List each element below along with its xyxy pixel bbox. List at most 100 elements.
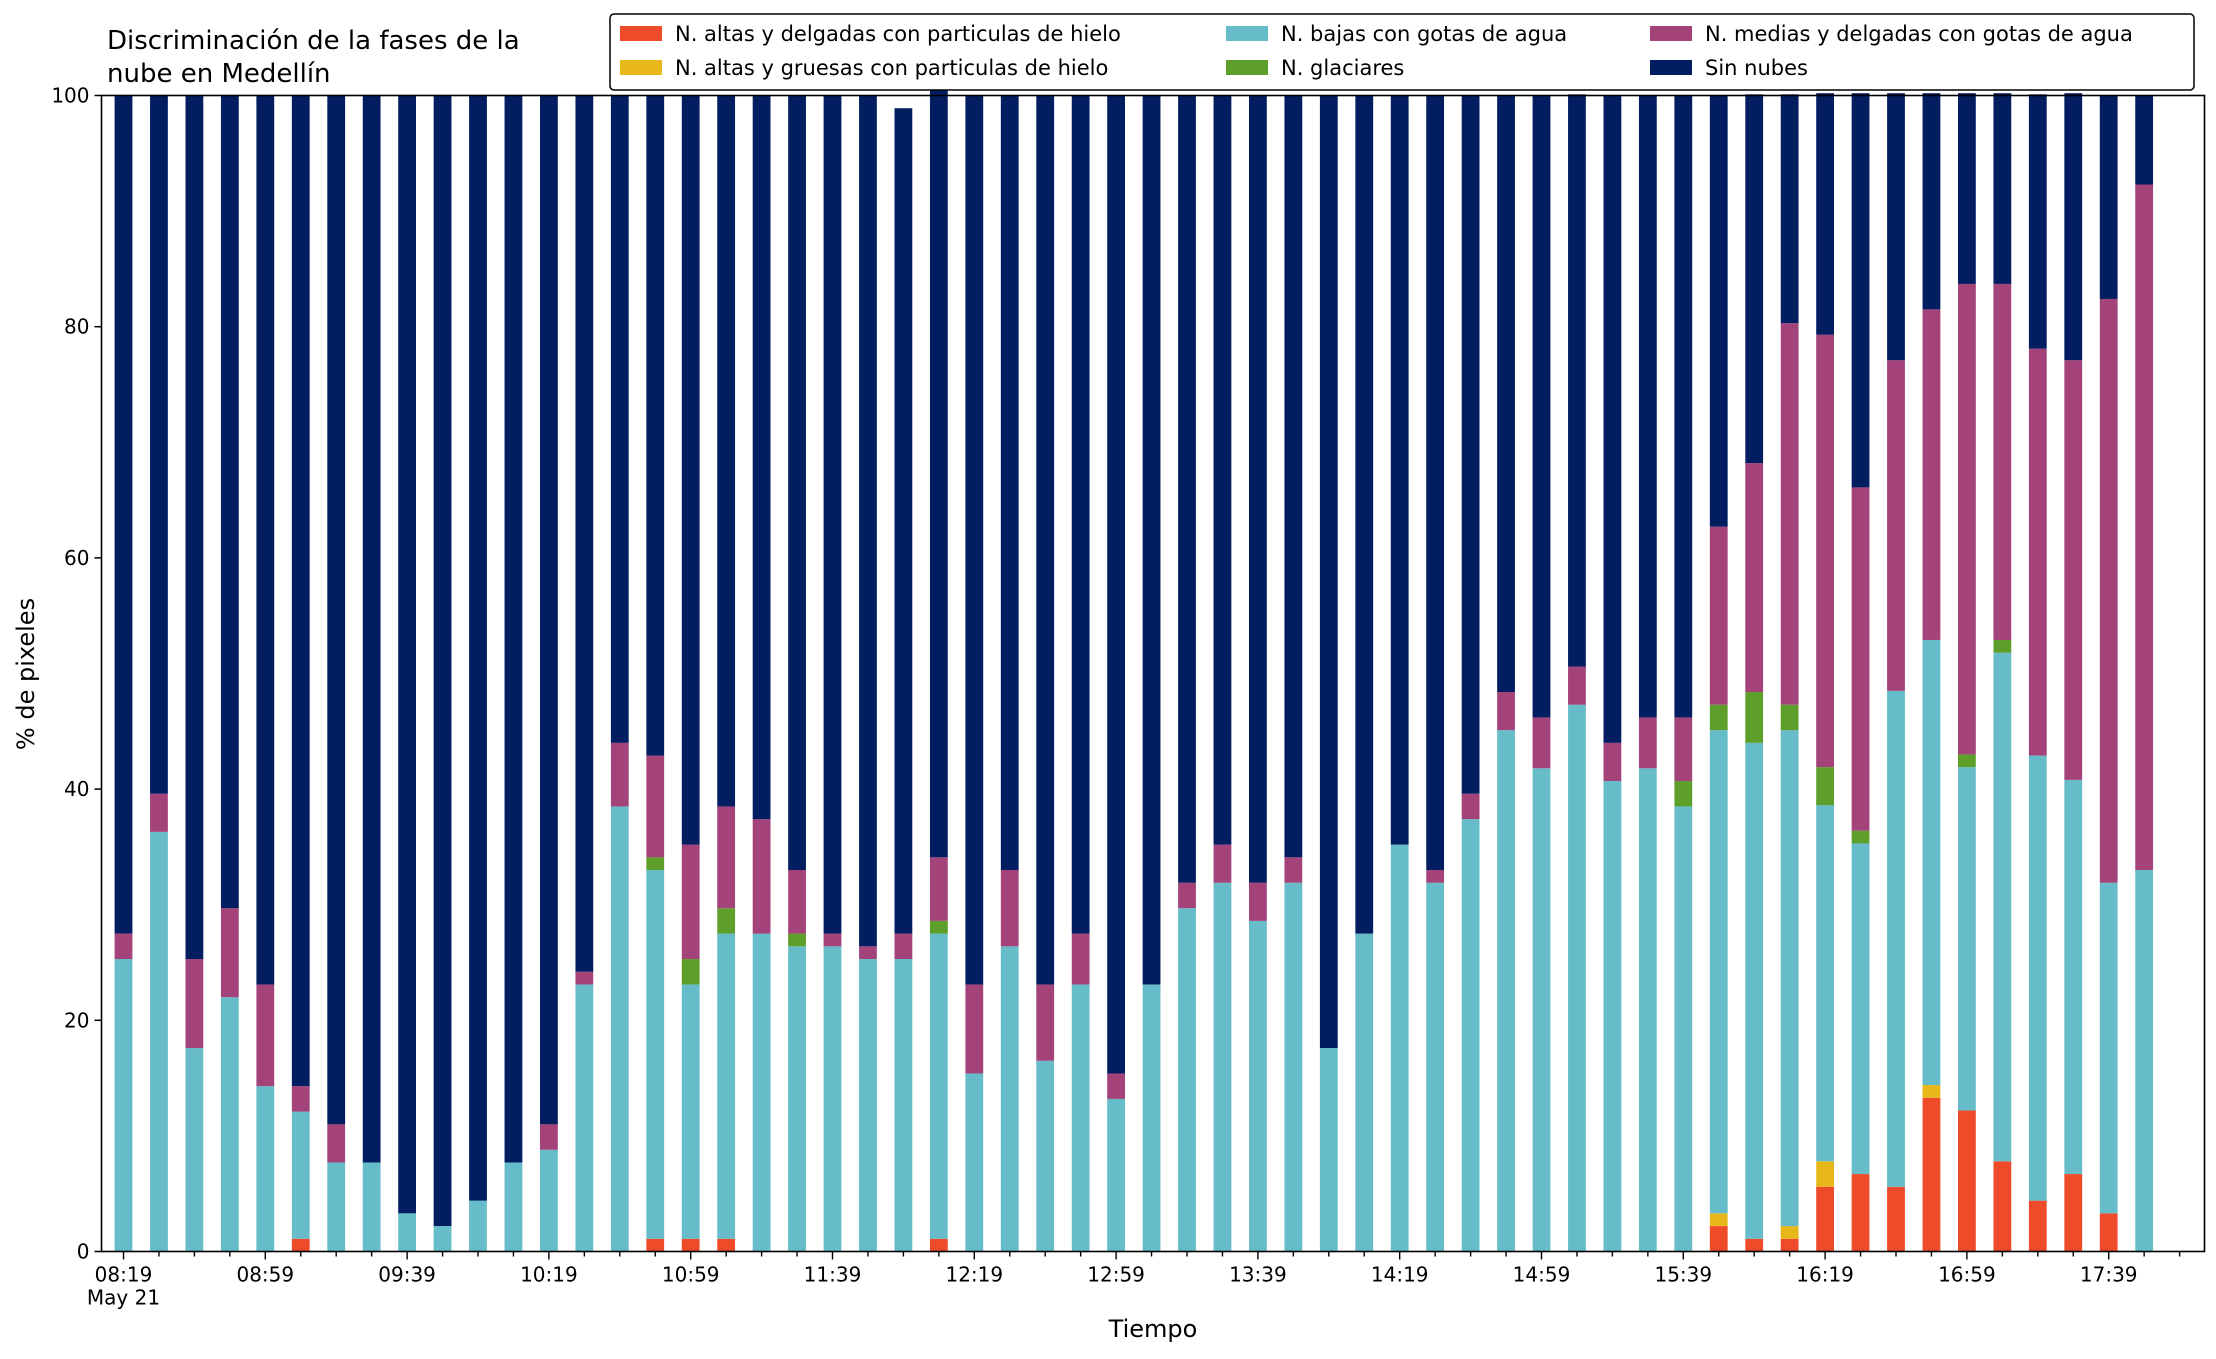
bar-segment-s3-45 <box>1709 704 1728 731</box>
bar-segment-s2-47 <box>1780 730 1799 1227</box>
bar-segment-s4-5 <box>291 1086 310 1112</box>
bar-segment-s5-55 <box>2064 93 2083 361</box>
bar-segment-s4-54 <box>2028 348 2047 756</box>
bar-segment-s2-23 <box>929 933 948 1239</box>
bar-segment-s4-37 <box>1426 870 1445 883</box>
bar-segment-s5-34 <box>1319 95 1338 1049</box>
bar-segment-s4-31 <box>1213 844 1232 883</box>
legend-swatch-5 <box>1650 60 1692 75</box>
bar-segment-s4-41 <box>1568 666 1586 705</box>
bar-segment-s5-54 <box>2028 94 2047 349</box>
bar-segment-s2-15 <box>646 870 665 1239</box>
bar-segment-s1-48 <box>1816 1161 1834 1187</box>
bar-segment-s2-50 <box>1887 690 1905 1187</box>
bar-segment-s4-23 <box>929 857 948 921</box>
bar-segment-s2-43 <box>1638 768 1657 1252</box>
bar-segment-s5-18 <box>752 95 771 820</box>
bar-segment-s0-15 <box>646 1238 665 1252</box>
bar-segment-s5-15 <box>646 95 665 756</box>
bar-segment-s4-38 <box>1461 793 1480 820</box>
bar-segment-s5-42 <box>1603 95 1622 743</box>
bar-segment-s0-54 <box>2028 1200 2047 1252</box>
bar-segment-s5-10 <box>469 95 487 1201</box>
bar-segment-s5-26 <box>1036 95 1055 985</box>
bar-segment-s2-32 <box>1249 920 1267 1252</box>
bar-segment-s5-25 <box>1000 95 1019 871</box>
bar-segment-s2-48 <box>1816 805 1834 1162</box>
bar-segment-s3-53 <box>1993 639 2012 653</box>
bar-segment-s0-51 <box>1922 1097 1941 1252</box>
bar-segment-s0-55 <box>2064 1174 2083 1252</box>
bar-segment-s2-0 <box>114 959 133 1252</box>
bar-segment-s2-18 <box>752 933 771 1252</box>
bar-segment-s4-39 <box>1497 692 1515 731</box>
x-tick-label: 13:39 <box>1229 1263 1287 1287</box>
bar-segment-s4-22 <box>894 933 913 960</box>
bar-segment-s4-55 <box>2064 360 2083 780</box>
y-axis: 0 20 40 60 80 100 <box>51 84 102 1264</box>
bar-segment-s2-33 <box>1284 882 1303 1252</box>
bar-segment-s4-4 <box>256 984 275 1087</box>
bar-segment-s5-7 <box>362 95 381 1163</box>
bar-segment-s3-16 <box>681 959 700 985</box>
bar-segment-s5-23 <box>929 82 948 858</box>
bar-segment-s4-45 <box>1709 526 1728 705</box>
bar-segment-s2-37 <box>1426 882 1445 1252</box>
bar-segment-s5-44 <box>1674 95 1693 718</box>
bar-segment-s2-51 <box>1922 639 1941 1086</box>
legend-label-0: N. altas y delgadas con particulas de hi… <box>675 22 1121 46</box>
bar-segment-s5-9 <box>433 95 452 1227</box>
bar-segment-s5-19 <box>788 95 806 871</box>
x-tick-label: 14:19 <box>1371 1263 1429 1287</box>
bar-segment-s5-31 <box>1213 95 1232 845</box>
bar-segment-s2-46 <box>1745 742 1764 1239</box>
bar-segment-s4-13 <box>575 971 594 985</box>
bar-segment-s4-32 <box>1249 882 1267 921</box>
chart-title-line-1: Discriminación de la fases de la <box>107 26 520 56</box>
bar-segment-s5-33 <box>1284 95 1303 858</box>
bar-segment-s4-14 <box>610 742 629 807</box>
bar-segment-s4-43 <box>1638 717 1657 769</box>
bar-segment-s5-27 <box>1071 95 1090 934</box>
bar-segment-s5-21 <box>859 95 877 947</box>
bar-segment-s3-44 <box>1674 781 1693 807</box>
y-tick-label: 100 <box>51 84 89 108</box>
bar-segment-s5-24 <box>965 95 984 985</box>
bar-segment-s4-49 <box>1851 487 1870 831</box>
bar-segment-s5-39 <box>1497 95 1515 692</box>
legend-box <box>609 13 2195 91</box>
bar-segment-s5-43 <box>1638 95 1657 718</box>
x-tick-label: 11:39 <box>804 1263 862 1287</box>
bar-segment-s5-46 <box>1745 94 1764 464</box>
bar-segment-s2-53 <box>1993 652 2012 1162</box>
bar-segment-s4-26 <box>1036 984 1055 1061</box>
legend-swatch-0 <box>620 26 662 41</box>
bar-segment-s5-49 <box>1851 93 1870 488</box>
x-tick-label: 16:19 <box>1796 1263 1854 1287</box>
bar-segment-s5-17 <box>717 95 736 807</box>
bar-segment-s2-36 <box>1390 844 1409 1252</box>
bar-segment-s2-38 <box>1461 819 1480 1252</box>
bar-segment-s4-30 <box>1178 882 1196 909</box>
bar-segment-s2-24 <box>965 1073 984 1252</box>
bar-segment-s5-0 <box>114 95 133 934</box>
x-tick-sublabel: May 21 <box>87 1286 160 1310</box>
bar-segment-s2-20 <box>823 946 842 1252</box>
bar-segment-s2-55 <box>2064 779 2083 1175</box>
bar-segment-s5-48 <box>1816 93 1834 335</box>
bar-segment-s4-28 <box>1107 1073 1125 1099</box>
legend-label-5: Sin nubes <box>1705 56 1808 80</box>
bar-segment-s4-53 <box>1993 283 2012 640</box>
bar-segment-s4-51 <box>1922 309 1941 640</box>
bar-segment-s5-37 <box>1426 95 1445 871</box>
bar-segment-s2-35 <box>1355 933 1374 1252</box>
bar-segment-s2-10 <box>469 1200 487 1252</box>
bar-segment-s0-5 <box>291 1238 310 1252</box>
bar-segment-s2-27 <box>1071 984 1090 1252</box>
bar-segment-s4-1 <box>150 793 168 832</box>
bar-segment-s4-18 <box>752 819 771 934</box>
bar-segment-s5-3 <box>220 95 239 909</box>
bar-segment-s3-17 <box>717 908 736 934</box>
bar-segment-s1-51 <box>1922 1085 1941 1098</box>
